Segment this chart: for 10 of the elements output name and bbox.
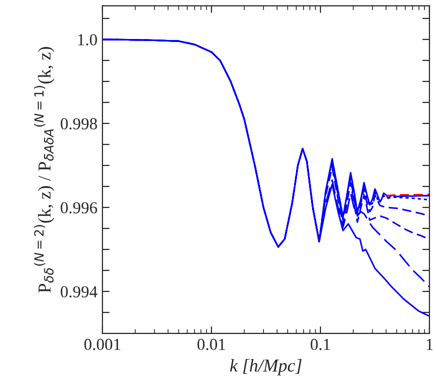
y-tick-label: 0.998 bbox=[60, 118, 97, 130]
y-tick-label: 0.996 bbox=[60, 202, 98, 214]
x-tick-label: 0.1 bbox=[310, 338, 330, 350]
x-tick-label: 0.01 bbox=[198, 338, 226, 350]
x-axis-title: k [h/Mpc] bbox=[230, 358, 302, 376]
x-tick-label: 0.001 bbox=[84, 338, 120, 350]
y-axis-title: P$_{δδ}$$^{(N=2)}$(k, z) / P$_{δ̄Aδ̄A}$$^{(N=1)}$(k, z) bbox=[34, 46, 54, 293]
y-tick-label: 1.0 bbox=[78, 34, 97, 46]
y-tick-label: 0.994 bbox=[60, 286, 98, 298]
x-tick-label: 1 bbox=[426, 338, 433, 350]
